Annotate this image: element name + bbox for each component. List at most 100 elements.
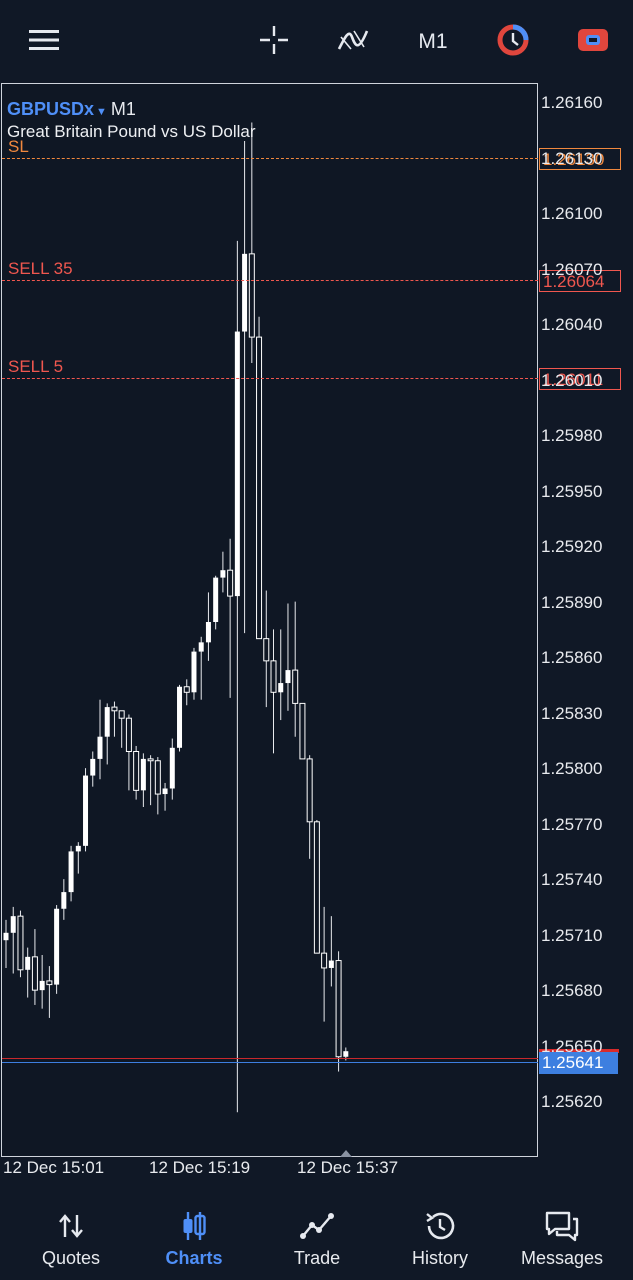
nav-charts[interactable]: Charts: [131, 1196, 257, 1280]
price-axis-label: 1.25980: [541, 426, 603, 445]
candle: [46, 966, 53, 1018]
candle: [177, 684, 183, 752]
candles-layer: [3, 122, 349, 1113]
candle: [54, 905, 60, 994]
price-axis-label: 1.25770: [541, 814, 603, 834]
sl-price-tag[interactable]: 1.26130: [539, 148, 621, 170]
messages-icon: [499, 1206, 625, 1246]
candle: [248, 122, 255, 363]
nav-quotes[interactable]: Quotes: [8, 1196, 134, 1280]
bid-price-tag: 1.25641: [539, 1052, 618, 1074]
time-label-3: 12 Dec 15:37: [297, 1158, 399, 1177]
candle: [154, 757, 161, 815]
candle: [17, 910, 24, 978]
candle: [285, 603, 291, 711]
indicators-icon[interactable]: [334, 18, 372, 62]
chart-timeframe: M1: [110, 99, 136, 119]
time-label-1: 12 Dec 15:01: [3, 1158, 105, 1177]
sell-35-label: SELL 35: [8, 259, 73, 278]
nav-trade-label: Trade: [293, 1248, 341, 1268]
bottom-navigation: Quotes Charts Trade History Messages: [0, 1196, 633, 1280]
price-axis-label: 1.25800: [541, 759, 603, 778]
price-axis-label: 1.25710: [541, 925, 603, 945]
top-toolbar: M1: [0, 0, 633, 82]
candle: [111, 701, 118, 737]
symbol-title[interactable]: GBPUSDx ▼ M1: [7, 99, 136, 120]
timeframe-button[interactable]: M1: [418, 30, 448, 53]
candle: [191, 647, 197, 700]
nav-quotes-label: Quotes: [41, 1248, 101, 1268]
chart-plot[interactable]: [1, 83, 538, 1157]
time-label-2: 12 Dec 15:19: [149, 1158, 251, 1177]
sell-35-line[interactable]: [2, 280, 538, 281]
nav-messages[interactable]: Messages: [499, 1196, 625, 1280]
price-axis-label: 1.26040: [541, 315, 603, 334]
price-axis-label: 1.25920: [541, 537, 603, 556]
price-axis-label: 1.26130: [541, 148, 603, 168]
candle: [263, 590, 270, 708]
nav-charts-label: Charts: [165, 1248, 223, 1268]
price-axis-label: 1.25680: [541, 981, 603, 1000]
candle: [169, 738, 175, 800]
candle: [3, 919, 9, 968]
price-axis-label: 1.26070: [541, 259, 603, 279]
candle: [90, 751, 96, 787]
price-axis-label: 1.25890: [541, 592, 603, 612]
candle: [313, 819, 320, 954]
quotes-icon: [8, 1206, 134, 1246]
candle: [104, 703, 110, 765]
objects-icon[interactable]: [574, 18, 612, 62]
candle: [213, 575, 219, 630]
sell-35-price-tag[interactable]: 1.26064: [539, 270, 621, 292]
candle: [25, 947, 31, 998]
sell-5-label: SELL 5: [8, 357, 64, 376]
candle: [292, 601, 299, 737]
candle: [140, 753, 146, 807]
candle: [328, 916, 334, 987]
candle: [31, 929, 38, 1005]
candle: [147, 755, 154, 806]
candle: [125, 714, 132, 791]
trade-icon: [254, 1206, 380, 1246]
nav-history-label: History: [411, 1248, 468, 1268]
candle: [39, 955, 45, 1009]
one-click-trade-icon[interactable]: [494, 18, 532, 62]
candle: [335, 951, 342, 1072]
price-axis-label: 1.25620: [541, 1092, 603, 1111]
candle: [75, 842, 81, 874]
candle: [321, 906, 328, 1022]
candle: [278, 629, 284, 721]
candle: [242, 141, 248, 634]
price-axis-label: 1.25740: [541, 870, 603, 889]
price-axis-label: 1.25950: [541, 481, 603, 501]
candle: [234, 240, 240, 1113]
candle: [205, 592, 211, 661]
symbol-caret-icon[interactable]: ▼: [96, 106, 107, 118]
sell-5-line[interactable]: [2, 378, 538, 379]
nav-history[interactable]: History: [377, 1196, 503, 1280]
ask-marker: [539, 1049, 619, 1053]
candle: [10, 906, 16, 974]
history-icon: [377, 1206, 503, 1246]
time-marker-icon[interactable]: [340, 1150, 352, 1157]
candle: [162, 782, 168, 811]
candle: [61, 879, 67, 920]
sl-line[interactable]: [2, 158, 538, 159]
price-axis-label: 1.26100: [541, 204, 603, 223]
sell-5-price-tag[interactable]: 1.26011: [539, 368, 621, 390]
symbol-name[interactable]: GBPUSDx: [7, 99, 95, 119]
candle: [256, 316, 263, 640]
candle: [270, 629, 277, 754]
crosshair-icon[interactable]: [256, 18, 292, 62]
price-axis-label: 1.25650: [541, 1036, 603, 1056]
candle: [68, 845, 74, 902]
nav-trade[interactable]: Trade: [254, 1196, 380, 1280]
candle: [299, 702, 306, 760]
nav-messages-label: Messages: [520, 1248, 604, 1268]
hamburger-icon[interactable]: [24, 18, 64, 62]
candle: [118, 710, 125, 748]
chart-area[interactable]: GBPUSDx ▼ M1 Great Britain Pound vs US Dol…: [0, 83, 633, 1183]
candle: [198, 636, 204, 700]
bid-line: [2, 1062, 538, 1063]
candle: [83, 768, 89, 852]
